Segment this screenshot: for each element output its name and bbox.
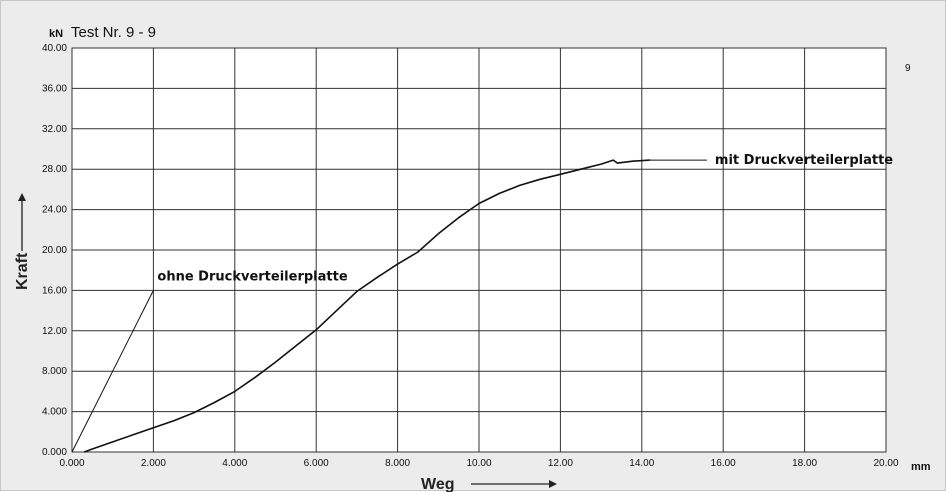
x-unit: mm bbox=[911, 461, 931, 473]
y-tick-label: 12.00 bbox=[42, 326, 67, 337]
y-tick-label: 32.00 bbox=[42, 124, 67, 135]
y-tick-label: 40.00 bbox=[42, 43, 67, 54]
x-tick-label: 0.000 bbox=[59, 458, 84, 469]
x-tick-label: 2.000 bbox=[141, 458, 166, 469]
y-tick-labels: 0.000 4.000 8.000 12.00 16.00 20.00 24.00 28.00… bbox=[42, 43, 67, 458]
y-tick-label: 36.00 bbox=[42, 83, 67, 94]
y-tick-label: 28.00 bbox=[42, 164, 67, 175]
y-unit: kN bbox=[49, 28, 63, 40]
series-line-mit-druckverteilerplatte bbox=[83, 159, 650, 453]
x-tick-label: 10.00 bbox=[466, 458, 491, 469]
chart-title: Test Nr. 9 - 9 bbox=[71, 24, 156, 41]
x-axis-arrowhead bbox=[549, 480, 557, 488]
y-tick-label: 24.00 bbox=[42, 205, 67, 216]
x-tick-label: 6.000 bbox=[304, 458, 329, 469]
y-tick-label: 0.000 bbox=[42, 447, 67, 458]
x-axis-label: Weg bbox=[421, 476, 454, 492]
side-label: 9 bbox=[905, 63, 911, 74]
y-axis-label: Kraft bbox=[14, 252, 31, 290]
y-tick-label: 20.00 bbox=[42, 245, 67, 256]
y-tick-label: 8.000 bbox=[42, 366, 67, 377]
y-tick-label: 16.00 bbox=[42, 285, 67, 296]
x-tick-label: 14.00 bbox=[629, 458, 654, 469]
y-axis-arrowhead bbox=[18, 193, 26, 201]
x-tick-label: 8.000 bbox=[385, 458, 410, 469]
x-tick-label: 16.00 bbox=[711, 458, 736, 469]
annotations: mit Druckverteilerplatte ohne Druckvertei… bbox=[157, 153, 893, 284]
x-tick-label: 12.00 bbox=[548, 458, 573, 469]
grid bbox=[72, 48, 886, 452]
x-tick-label: 20.00 bbox=[873, 458, 898, 469]
annotation-mit-druckverteilerplatte: mit Druckverteilerplatte bbox=[715, 153, 893, 168]
series-line-ohne-druckverteilerplatte bbox=[71, 290, 154, 453]
series-lines bbox=[71, 159, 650, 453]
annotation-ohne-druckverteilerplatte: ohne Druckverteilerplatte bbox=[157, 269, 347, 284]
y-tick-label: 4.000 bbox=[42, 407, 67, 418]
x-tick-label: 18.00 bbox=[792, 458, 817, 469]
x-tick-labels: 0.000 2.000 4.000 6.000 8.000 10.00 12.00 14.00… bbox=[59, 458, 898, 469]
x-tick-label: 4.000 bbox=[222, 458, 247, 469]
